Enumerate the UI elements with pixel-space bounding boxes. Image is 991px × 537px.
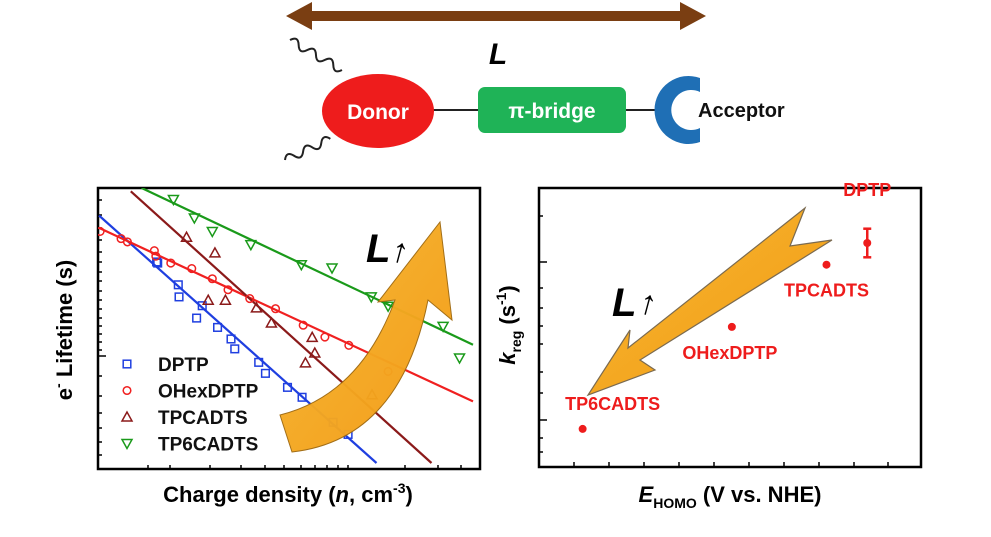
data-point-dptp [260,368,270,378]
plot-frame [96,186,482,471]
straight-orange-arrow [586,206,833,397]
kreg-chart: L ↑ DPTP TPCADTS OHexDPTP TP6CADTS kreg (s-… [493,180,923,511]
data-point-ohexdptp [270,304,281,314]
data-point-tp6cadts [295,259,308,272]
donor-shape [322,74,434,148]
bridge-label: π-bridge [508,100,595,123]
length-label: L [489,38,507,71]
wavy-chain-bottom [284,136,331,161]
data-point-tp6cadts [453,353,466,365]
legend-marker-tp6cadts [120,438,134,451]
data-point-ohexdptp [320,332,330,342]
data-label-ohexdptp: OHexDPTP [682,343,777,363]
y-axis-label: e- Lifetime (s) [50,260,77,400]
data-point-tpcadts [219,293,232,305]
data-point-ohexdptp [344,340,354,350]
data-point-dptp [213,322,223,332]
data-point-tp6cadts [364,292,378,304]
legend-label: OHexDPTP [158,382,259,403]
legend-marker-ohexdptp [122,385,132,396]
axis-ticks [539,215,889,467]
data-point-dptp [226,334,236,344]
data-point-tpcadts [180,230,193,242]
wavy-chain-top [289,37,343,73]
data-point-dptp [297,392,307,402]
legend-label: TP6CADTS [158,435,258,456]
data-point-dptp [282,382,293,392]
data-point-tp6cadts [578,424,587,433]
data-point-dptp [152,257,162,267]
data-point-ohexdptp [298,320,308,330]
data-point-ohexdptp [151,251,161,261]
data-label-tp6cadts: TP6CADTS [565,394,660,414]
data-point-tpcadts [308,346,322,358]
data-point-tp6cadts [188,213,201,225]
data-label-tpcadts: TPCADTS [784,281,869,301]
data-point-tp6cadts [325,263,339,275]
plot-frame [537,186,923,469]
data-point-ohexdptp [207,274,217,284]
data-label-dptp: DPTP [843,180,891,200]
data-point-tpcadts [201,293,215,305]
bridge-shape [478,87,626,133]
legend-label: DPTP [158,355,209,376]
data-point-ohexdptp [98,226,105,236]
data-point-tp6cadts [436,321,450,333]
data-point-tp6cadts [244,239,258,252]
data-point-ohexdptp [122,237,132,247]
data-point-ohexdptp [149,246,159,256]
legend-marker-tpcadts [120,410,134,422]
y-axis-label: kreg (s-1) [493,285,524,365]
data-point-tpcadts [822,260,831,269]
data-point-dptp [192,313,202,323]
length-double-arrow [286,2,706,30]
data-point-tpcadts [305,330,319,343]
acceptor-label: Acceptor [698,100,785,122]
legend-label: TPCADTS [158,408,248,429]
data-point-dptp [254,357,264,367]
data-point-dptp [230,344,240,354]
data-point-ohexdptp [245,294,255,304]
legend-marker-dptp [122,359,132,369]
fit-line-ohexdptp [98,226,474,403]
data-point-tpcadts [299,356,312,368]
data-point-tpcadts [265,316,278,328]
data-point-dptp [197,301,207,311]
x-axis-label: Charge density (n, cm-3) [163,480,413,507]
molecule-schematic: L Donor π-bridge Acceptor [284,2,785,161]
data-point-tpcadts [208,246,222,258]
data-point-tpcadts [250,301,263,313]
curved-orange-arrow [279,220,453,453]
data-point-ohexdptp [727,322,736,331]
data-point-tp6cadts [206,226,219,238]
fit-line-tpcadts [130,190,433,464]
data-point-ohexdptp [166,258,176,268]
data-point-dptp [174,292,184,302]
legend: DPTP OHexDPTP TPCADTS TP6CADTS [120,355,259,456]
axis-ticks [98,199,462,469]
data-point-ohexdptp [223,285,233,295]
data-points: DPTP TPCADTS OHexDPTP TP6CADTS [565,180,891,433]
data-point-ohexdptp [187,264,197,274]
data-point-tp6cadts [381,301,395,313]
x-axis-label: EHOMO (V vs. NHE) [639,482,822,511]
annotation-L: L [366,227,390,271]
annotation-arrow: ↑ [635,283,661,324]
annotation-L: L [612,281,636,325]
acceptor-shape [654,76,700,144]
donor-label: Donor [347,101,409,124]
data-point-dptp [173,280,183,290]
data-points [98,194,466,439]
data-point-tp6cadts [167,194,180,207]
data-point-dptp [863,239,872,247]
